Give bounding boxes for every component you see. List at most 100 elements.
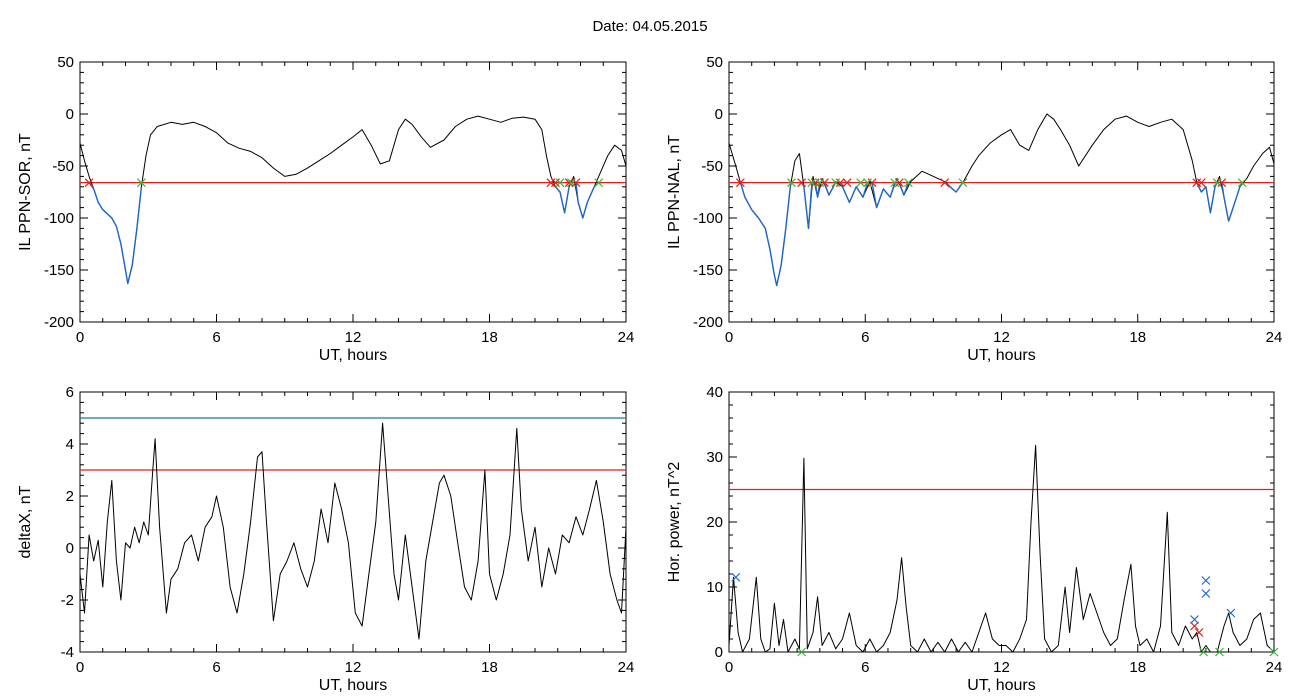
y-axis-label: deltaX, nT [17, 485, 34, 558]
marker-green-x [1215, 647, 1224, 657]
x-tick-label: 6 [861, 329, 869, 346]
y-tick-label: 0 [66, 106, 74, 123]
y-tick-label: 0 [66, 540, 74, 557]
y-tick-label: -100 [44, 210, 74, 227]
series-line-blue [944, 182, 964, 193]
x-tick-label: 6 [212, 329, 220, 346]
marker-green-x [958, 178, 968, 188]
y-tick-label: -200 [693, 314, 723, 331]
y-tick-label: -100 [693, 210, 723, 227]
x-tick-label: 24 [1266, 659, 1283, 676]
x-tick-label: 0 [76, 659, 84, 676]
x-tick-label: 12 [345, 659, 362, 676]
y-tick-label: 6 [66, 384, 74, 401]
y-tick-label: -50 [701, 158, 723, 175]
marker-green-x [1269, 647, 1279, 657]
x-tick-label: 18 [481, 329, 498, 346]
y-axis-label: Hor. power, nT^2 [666, 462, 683, 583]
series-line-blue [575, 182, 600, 219]
y-tick-label: -2 [61, 592, 74, 609]
y-tick-label: 50 [57, 54, 74, 71]
chart-panel-1: 0 6 12 18 24 -200 -150 -100 -50 0 50 UT, hours IL PP… [17, 54, 634, 364]
marker-red-x [735, 178, 745, 188]
x-tick-label: 0 [725, 659, 733, 676]
y-tick-label: 2 [66, 488, 74, 505]
marker-red-x [564, 178, 574, 188]
marker-green-x [903, 178, 913, 188]
x-tick-label: 18 [481, 659, 498, 676]
y-tick-label: 4 [66, 436, 74, 453]
marker-blue-x [1201, 589, 1211, 598]
y-tick-label: 40 [706, 384, 723, 401]
series-line-blue [839, 182, 869, 204]
marker-red-x [84, 178, 94, 188]
y-tick-label: -4 [61, 644, 74, 661]
y-axis-label: IL PPN-SOR, nT [17, 133, 34, 251]
chart-panel-2: 0 6 12 18 24 -200 -150 -100 -50 0 50 UT, hours IL PP… [666, 54, 1282, 364]
x-tick-label: 24 [1266, 329, 1283, 346]
marker-blue-x [1226, 608, 1236, 618]
x-tick-label: 12 [993, 329, 1010, 346]
marker-blue-x [731, 572, 741, 582]
x-tick-label: 18 [1129, 329, 1146, 346]
marker-red-x [797, 178, 807, 188]
marker-red-x [1194, 628, 1204, 637]
y-tick-label: -50 [52, 158, 74, 175]
x-tick-label: 12 [993, 659, 1010, 676]
marker-green-x [137, 178, 146, 188]
marker-blue-x [1190, 615, 1199, 624]
y-tick-label: 20 [706, 514, 723, 531]
series-line-blue [1221, 182, 1243, 222]
series-line-blue [1196, 182, 1218, 214]
marker-red-x [1190, 621, 1199, 631]
marker-green-x [1237, 178, 1247, 188]
series-line-black [79, 422, 627, 640]
x-tick-label: 12 [345, 329, 362, 346]
chart-panel-4: 0 6 12 18 24 0 10 20 30 40 UT, hours Hor. power, nT… [666, 384, 1282, 694]
x-axis-label: UT, hours [319, 677, 387, 694]
marker-blue-x [1201, 576, 1211, 585]
series-line-blue [814, 182, 821, 198]
series-line-blue [898, 182, 910, 196]
marker-green-x [831, 178, 841, 188]
marker-green-x [815, 178, 825, 188]
marker-green-x [1199, 647, 1209, 657]
x-axis-label: UT, hours [319, 347, 387, 364]
marker-green-x [807, 178, 817, 188]
y-tick-label: 30 [706, 449, 723, 466]
axes-frame [79, 391, 627, 653]
y-tick-label: 50 [706, 54, 723, 71]
x-tick-label: 0 [725, 329, 733, 346]
x-tick-label: 24 [618, 659, 635, 676]
series-line-blue [823, 182, 837, 196]
series-line-blue [88, 182, 143, 285]
marker-green-x [1212, 178, 1222, 188]
marker-green-x [863, 178, 872, 188]
x-tick-label: 24 [618, 329, 635, 346]
figure-title: Date: 04.05.2015 [592, 18, 708, 35]
x-tick-label: 0 [76, 329, 84, 346]
series-line-blue [550, 182, 570, 214]
marker-red-x [1196, 178, 1206, 188]
marker-green-x [890, 178, 900, 188]
series-line-black [79, 115, 627, 284]
marker-green-x [566, 178, 576, 188]
axes-frame [728, 391, 1275, 653]
marker-green-x [555, 178, 565, 188]
y-tick-label: 10 [706, 579, 723, 596]
marker-red-x [940, 178, 950, 188]
marker-green-x [797, 647, 807, 657]
x-tick-label: 18 [1129, 659, 1146, 676]
x-tick-label: 6 [212, 659, 220, 676]
x-tick-label: 6 [861, 659, 869, 676]
series-line-blue [801, 182, 813, 230]
marker-red-x [842, 178, 852, 188]
series-line-black [728, 444, 1275, 653]
y-tick-label: -150 [44, 262, 74, 279]
y-tick-label: -150 [693, 262, 723, 279]
marker-green-x [787, 178, 796, 188]
y-axis-label: IL PPN-NAL, nT [666, 135, 683, 249]
x-axis-label: UT, hours [967, 677, 1035, 694]
